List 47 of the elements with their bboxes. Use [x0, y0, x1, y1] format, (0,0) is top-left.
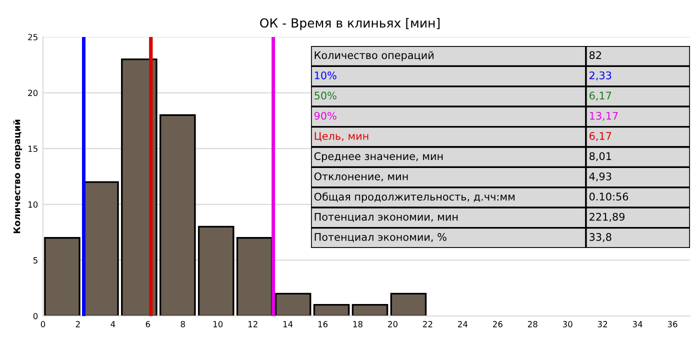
y-tick-label: 10 [28, 201, 38, 208]
x-tick-label: 14 [283, 321, 293, 328]
x-tick-label: 34 [632, 321, 642, 328]
annotation: Среднее значение, мин [314, 152, 443, 162]
x-tick-label: 32 [598, 321, 608, 328]
x-tick-label: 16 [318, 321, 328, 328]
x-tick-label: 6 [146, 321, 150, 328]
x-tick-label: 20 [388, 321, 398, 328]
annotation: Количество операций [314, 51, 434, 62]
x-tick-label: 12 [248, 321, 258, 328]
y-tick-label: 15 [28, 146, 38, 152]
annotation: 90% [314, 112, 336, 120]
annotation: 2,33 [590, 71, 612, 80]
annotation: 6,17 [590, 92, 612, 101]
x-tick-label: 0 [40, 321, 46, 328]
x-tick-label: 8 [180, 321, 185, 328]
y-axis-title: Количество операций [13, 120, 22, 234]
x-tick-label: 4 [110, 321, 116, 328]
chart-title: ОК - Время в клиньях [мин] [260, 18, 440, 30]
x-tick-label: 2 [76, 321, 80, 328]
annotation: Потенциал экономии, % [314, 233, 446, 242]
x-tick-label: 24 [458, 321, 468, 328]
y-tick-label: 20 [28, 90, 38, 96]
y-tick-label: 0 [33, 312, 38, 320]
y-tick-label: 5 [33, 257, 38, 264]
annotation: 10% [314, 71, 336, 80]
x-tick-label: 18 [353, 321, 362, 328]
annotation: 13,17 [590, 112, 618, 121]
annotation: 50% [314, 92, 336, 100]
x-tick-label: 36 [668, 321, 678, 328]
annotation: Цель, мин [314, 132, 368, 142]
y-tick-label: 25 [28, 34, 38, 40]
annotation: 0.10:56 [589, 192, 628, 201]
x-tick-label: 26 [492, 321, 502, 328]
annotation: 82 [590, 51, 602, 60]
x-tick-label: 28 [528, 321, 538, 328]
x-tick-label: 30 [562, 321, 572, 328]
x-tick-label: 10 [213, 321, 223, 328]
annotation: 33,8 [590, 233, 612, 242]
annotation: 4,93 [589, 172, 612, 182]
annotation: Потенциал экономии, мин [314, 212, 458, 222]
annotation: Отклонение, мин [314, 172, 408, 182]
annotation: 6,17 [590, 132, 612, 141]
x-tick-label: 22 [423, 321, 432, 328]
annotation: 221,89 [590, 212, 625, 222]
annotation: 8,01 [590, 152, 612, 162]
annotation: Общая продолжительность, д.чч:мм [314, 192, 514, 203]
